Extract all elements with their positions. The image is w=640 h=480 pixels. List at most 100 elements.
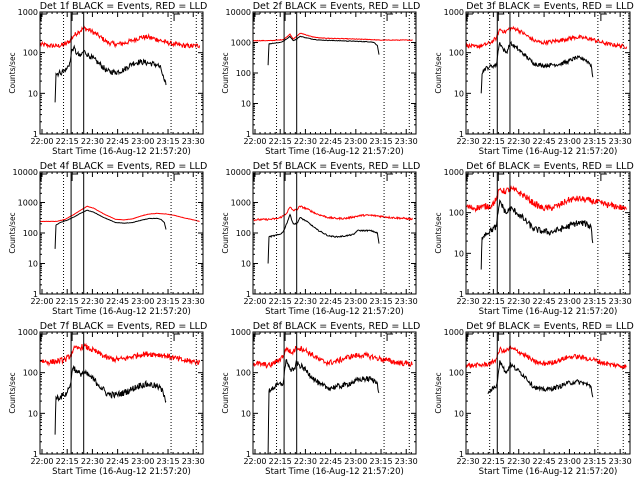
series-line-lld bbox=[40, 205, 200, 223]
x-tick-label: 23:30 bbox=[182, 137, 205, 146]
y-tick-label: 1 bbox=[33, 130, 38, 139]
interval-bracket-mark bbox=[284, 13, 292, 21]
series-line-events bbox=[267, 213, 380, 264]
y-axis-label: Counts/sec bbox=[8, 212, 17, 253]
y-tick-label: 1 bbox=[459, 130, 464, 139]
series-line-lld bbox=[39, 25, 201, 49]
y-axis-label: Counts/sec bbox=[8, 52, 17, 93]
y-tick-label: 1000 bbox=[444, 8, 464, 17]
x-tick-label: 22:30 bbox=[456, 137, 479, 146]
y-axis-label: Counts/sec bbox=[8, 372, 17, 413]
y-tick-label: 10 bbox=[241, 260, 251, 269]
x-axis-label: Start Time (16-Aug-12 21:57:20) bbox=[52, 307, 191, 317]
x-tick-label: 22:45 bbox=[533, 137, 556, 146]
y-tick-label: 1000 bbox=[231, 39, 251, 48]
x-tick-label: 22:45 bbox=[106, 297, 129, 306]
chart-panel-det5f: Det 5f BLACK = Events, RED = LLD 1 10 100 10… bbox=[221, 161, 420, 317]
plot-frame bbox=[252, 331, 417, 455]
x-tick-label: 23:00 bbox=[558, 137, 581, 146]
x-tick-label: 22:45 bbox=[106, 457, 129, 466]
x-axis-label: Start Time (16-Aug-12 21:57:20) bbox=[265, 467, 404, 477]
y-tick-label: 1000 bbox=[18, 8, 38, 17]
interval-bracket-mark bbox=[386, 13, 394, 21]
x-tick-label: 22:15 bbox=[269, 297, 292, 306]
x-tick-label: 22:00 bbox=[30, 457, 53, 466]
y-tick-label: 10000 bbox=[226, 168, 251, 177]
plot-frame bbox=[252, 11, 417, 135]
x-tick-label: 22:45 bbox=[533, 297, 556, 306]
y-tick-label: 100 bbox=[449, 369, 464, 378]
interval-bracket-mark bbox=[386, 333, 394, 341]
plot-frame bbox=[252, 171, 417, 295]
y-tick-label: 100 bbox=[23, 49, 38, 58]
series-line-events bbox=[54, 209, 167, 249]
series-line-events bbox=[54, 44, 167, 103]
interval-bracket-mark bbox=[71, 13, 79, 21]
series-line-lld bbox=[252, 345, 413, 369]
series-line-lld bbox=[465, 184, 628, 213]
interval-bracket-mark bbox=[173, 173, 181, 181]
x-tick-label: 22:15 bbox=[269, 457, 292, 466]
x-tick-label: 22:30 bbox=[507, 457, 530, 466]
x-tick-label: 22:30 bbox=[294, 457, 317, 466]
y-tick-label: 10000 bbox=[13, 168, 38, 177]
interval-bracket-mark bbox=[71, 173, 79, 181]
y-tick-label: 100 bbox=[23, 229, 38, 238]
x-tick-label: 23:00 bbox=[344, 457, 367, 466]
x-tick-label: 23:30 bbox=[609, 457, 632, 466]
x-tick-label: 22:15 bbox=[56, 137, 79, 146]
x-tick-label: 22:30 bbox=[507, 297, 530, 306]
y-tick-label: 1000 bbox=[231, 328, 251, 337]
x-tick-label: 22:15 bbox=[482, 137, 505, 146]
y-axis-label: Counts/sec bbox=[221, 52, 230, 93]
chart-panel-det4f: Det 4f BLACK = Events, RED = LLD 1 10 100 10… bbox=[8, 161, 207, 317]
x-tick-label: 23:00 bbox=[131, 297, 154, 306]
x-tick-label: 23:15 bbox=[369, 297, 392, 306]
series-line-lld bbox=[252, 32, 413, 42]
x-tick-label: 22:45 bbox=[533, 457, 556, 466]
chart-panel-det7f: Det 7f BLACK = Events, RED = LLD 1 10 100 10… bbox=[8, 321, 207, 477]
chart-panel-det1f: Det 1f BLACK = Events, RED = LLD 1 10 100 10… bbox=[8, 1, 207, 157]
x-tick-label: 22:30 bbox=[456, 457, 479, 466]
y-tick-label: 1 bbox=[459, 450, 464, 459]
y-axis-label: Counts/sec bbox=[434, 52, 443, 93]
chart-title: Det 8f BLACK = Events, RED = LLD bbox=[253, 321, 421, 332]
interval-bracket-mark bbox=[497, 13, 505, 21]
series-line-lld bbox=[465, 344, 627, 371]
plot-frame bbox=[465, 331, 631, 455]
x-tick-label: 22:30 bbox=[81, 457, 104, 466]
x-tick-label: 23:00 bbox=[558, 297, 581, 306]
x-tick-label: 22:00 bbox=[30, 137, 53, 146]
x-tick-label: 22:00 bbox=[243, 137, 266, 146]
y-axis-label: Counts/sec bbox=[434, 372, 443, 413]
plot-frame bbox=[39, 331, 204, 455]
x-tick-label: 22:30 bbox=[294, 137, 317, 146]
series-line-events bbox=[480, 40, 594, 94]
y-tick-label: 1 bbox=[246, 290, 251, 299]
x-axis-label: Start Time (16-Aug-12 21:57:20) bbox=[52, 467, 191, 477]
x-tick-label: 23:00 bbox=[131, 137, 154, 146]
x-tick-label: 23:30 bbox=[395, 297, 418, 306]
interval-bracket-mark bbox=[71, 333, 79, 341]
x-tick-label: 23:15 bbox=[583, 297, 606, 306]
x-tick-label: 22:30 bbox=[507, 137, 530, 146]
x-tick-label: 23:15 bbox=[369, 457, 392, 466]
series-line-lld bbox=[39, 342, 201, 367]
y-tick-label: 1 bbox=[33, 450, 38, 459]
chart-panel-det9f: Det 9f BLACK = Events, RED = LLD 1 10 100 10… bbox=[434, 321, 634, 477]
interval-bracket-mark bbox=[284, 173, 292, 181]
x-tick-label: 22:15 bbox=[482, 457, 505, 466]
x-tick-label: 22:15 bbox=[56, 297, 79, 306]
x-tick-label: 23:15 bbox=[156, 457, 179, 466]
series-line-events bbox=[487, 360, 594, 398]
y-tick-label: 1000 bbox=[18, 199, 38, 208]
x-tick-label: 23:30 bbox=[609, 297, 632, 306]
interval-bracket-mark bbox=[497, 173, 505, 181]
x-tick-label: 23:30 bbox=[609, 137, 632, 146]
interval-bracket-mark bbox=[600, 173, 607, 181]
y-tick-label: 10000 bbox=[226, 8, 251, 17]
y-tick-label: 1000 bbox=[444, 168, 464, 177]
y-tick-label: 100 bbox=[449, 209, 464, 218]
chart-title: Det 4f BLACK = Events, RED = LLD bbox=[40, 161, 208, 172]
